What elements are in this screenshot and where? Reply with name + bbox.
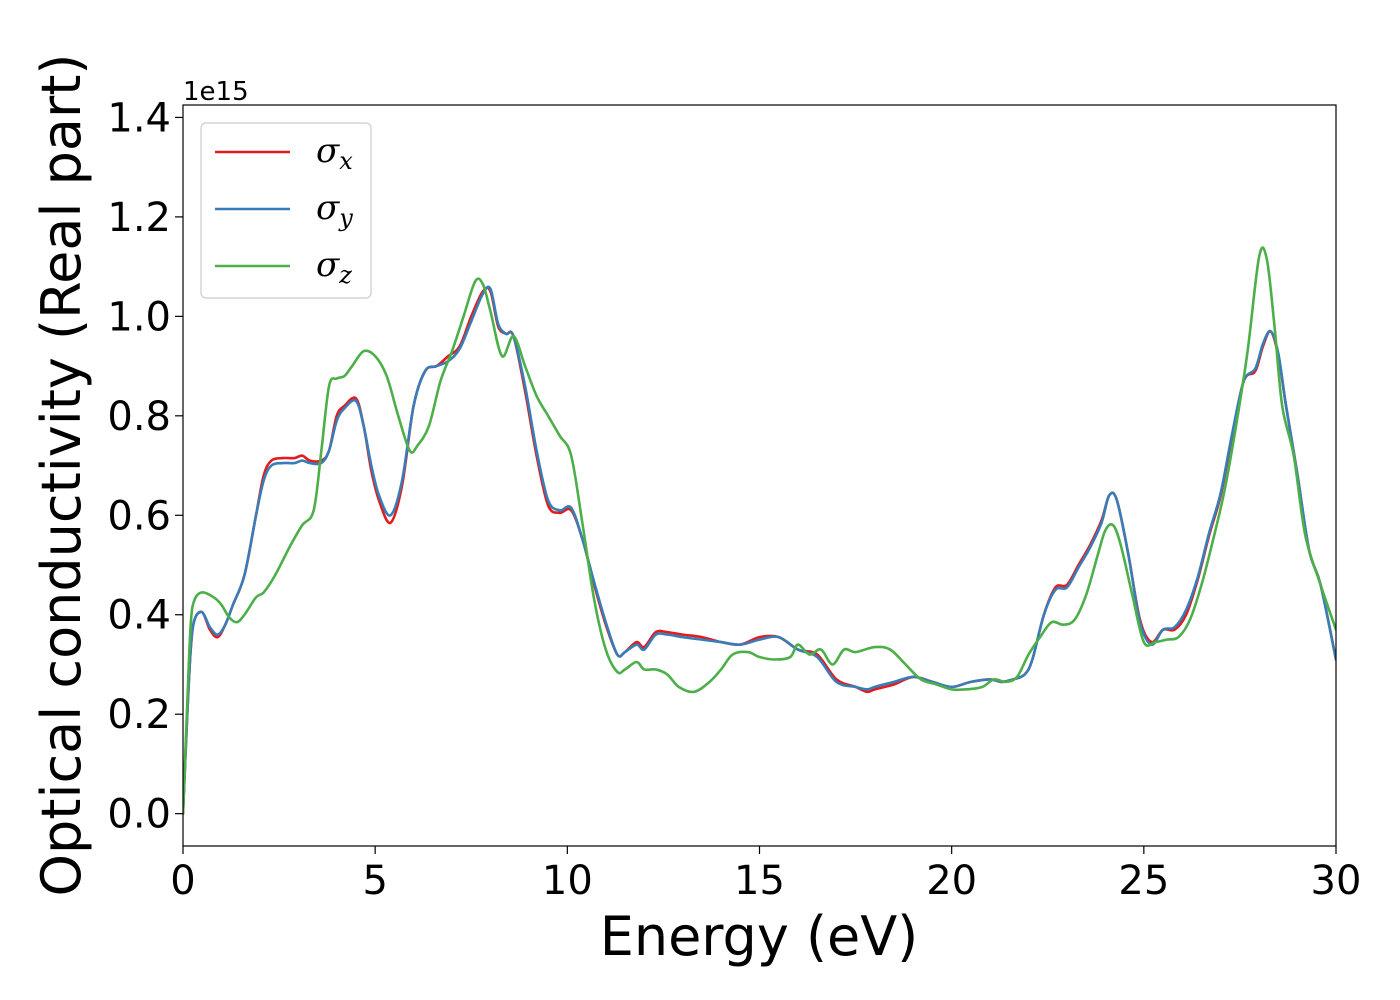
y-axis-label: Optical conductivity (Real part) — [30, 54, 93, 897]
x-axis: 0 5 10 15 20 25 30 — [170, 846, 1361, 904]
x-tick-label: 25 — [1118, 858, 1169, 904]
x-tick-label: 15 — [734, 858, 785, 904]
x-tick-label: 0 — [170, 858, 195, 904]
y-tick-label: 0.8 — [107, 394, 171, 440]
series-layer — [183, 246, 1336, 815]
legend-label-z: σz — [316, 245, 352, 289]
legend-label-x: σx — [316, 131, 353, 175]
y-axis: 0.0 0.2 0.4 0.6 0.8 1.0 1.2 1.4 — [107, 95, 183, 838]
y-offset-text: 1e15 — [183, 77, 249, 107]
x-tick-label: 20 — [926, 858, 977, 904]
series-line-z — [183, 246, 1336, 815]
y-tick-label: 0.2 — [107, 692, 171, 738]
legend-frame — [200, 122, 372, 299]
x-axis-label: Energy (eV) — [600, 905, 919, 968]
x-tick-label: 30 — [1311, 858, 1362, 904]
y-tick-label: 0.4 — [107, 593, 171, 639]
y-tick-label: 1.0 — [107, 294, 171, 340]
x-tick-label: 5 — [362, 858, 387, 904]
legend: σx σy σz — [200, 122, 372, 299]
x-tick-label: 10 — [542, 858, 593, 904]
y-tick-label: 1.4 — [107, 95, 171, 141]
y-tick-label: 0.6 — [107, 493, 171, 539]
y-tick-label: 1.2 — [107, 195, 171, 241]
legend-label-y: σy — [316, 188, 353, 232]
y-tick-label: 0.0 — [107, 792, 171, 838]
